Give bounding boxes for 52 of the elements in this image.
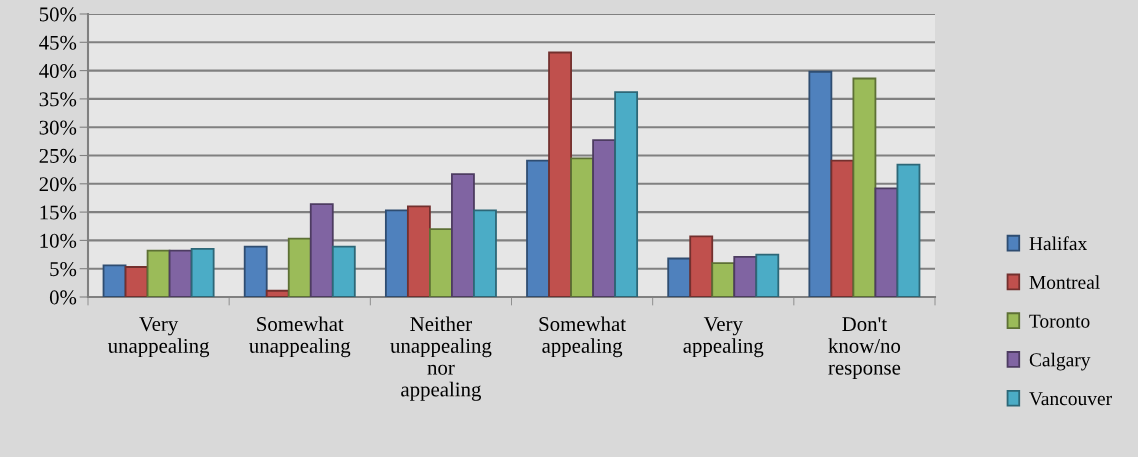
bar bbox=[309, 203, 334, 297]
bar bbox=[243, 245, 268, 297]
y-tick-label: 15% bbox=[40, 205, 77, 220]
bar bbox=[614, 91, 639, 297]
bar bbox=[451, 173, 475, 297]
bar bbox=[808, 70, 833, 297]
bar bbox=[265, 289, 290, 297]
bar bbox=[667, 257, 692, 297]
bar bbox=[102, 264, 127, 297]
bar bbox=[548, 51, 572, 297]
bar bbox=[429, 228, 453, 297]
x-tick-label: Somewhat appealing bbox=[539, 316, 626, 358]
bar bbox=[874, 187, 899, 297]
x-tick-label: Very appealing bbox=[683, 317, 764, 358]
bar bbox=[473, 209, 497, 297]
legend-label: Calgary bbox=[1029, 352, 1091, 371]
legend-label: Vancouver bbox=[1029, 392, 1112, 406]
bar bbox=[146, 249, 171, 297]
bar bbox=[570, 157, 594, 297]
bar bbox=[168, 249, 193, 297]
bar bbox=[406, 205, 431, 297]
bar bbox=[384, 209, 409, 297]
bar bbox=[331, 245, 356, 297]
bar bbox=[896, 163, 921, 297]
y-tick-label: 25% bbox=[39, 148, 77, 163]
y-tick-label: 0% bbox=[49, 290, 77, 305]
bar bbox=[592, 139, 617, 297]
bar bbox=[711, 262, 736, 297]
bar bbox=[190, 247, 215, 297]
bar bbox=[689, 235, 714, 297]
y-tick-label: 45% bbox=[39, 35, 77, 50]
bar bbox=[287, 237, 312, 297]
y-tick-label: 50% bbox=[39, 7, 77, 22]
x-tick-label: Neither unappealing nor appealing bbox=[390, 316, 492, 401]
legend-label: Halifax bbox=[1029, 236, 1088, 251]
y-tick-label: 20% bbox=[39, 177, 77, 192]
bar bbox=[755, 253, 780, 297]
x-tick-label: Very unappealing bbox=[107, 317, 210, 358]
bar bbox=[852, 77, 877, 297]
y-tick-label: 5% bbox=[50, 262, 77, 277]
bar bbox=[526, 159, 550, 297]
y-tick-label: 30% bbox=[39, 120, 77, 135]
y-tick-label: 10% bbox=[40, 233, 77, 248]
bar bbox=[124, 266, 149, 297]
bar bbox=[733, 255, 758, 297]
y-tick-label: 35% bbox=[39, 92, 77, 107]
y-tick-label: 40% bbox=[39, 63, 77, 79]
x-tick-label: Somewhat unappealing bbox=[249, 316, 351, 358]
legend-label: Toronto bbox=[1029, 314, 1090, 328]
x-tick-label: Don't know/no response bbox=[828, 317, 901, 379]
bar bbox=[830, 159, 855, 297]
legend-label: Montreal bbox=[1029, 275, 1100, 289]
